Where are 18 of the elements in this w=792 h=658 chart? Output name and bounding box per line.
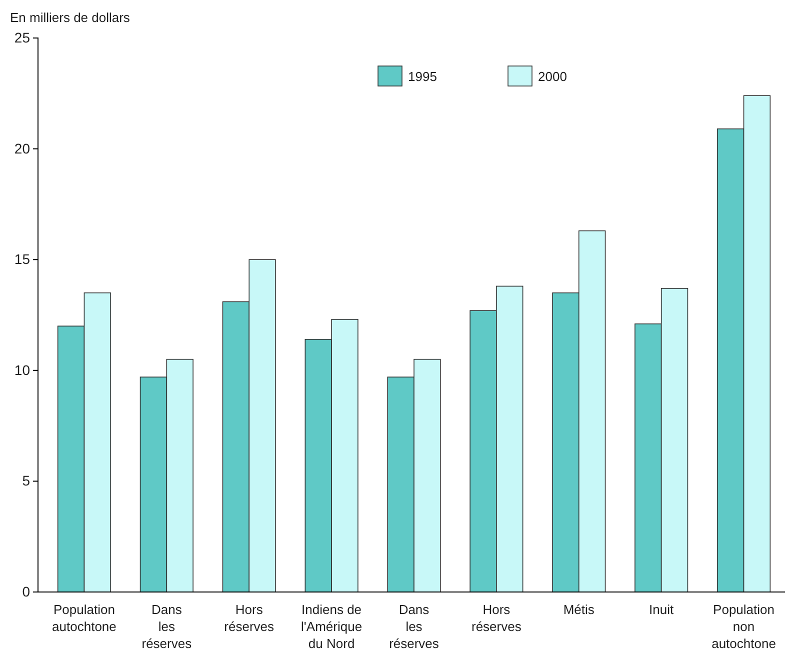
x-tick-label: Dans les réserves xyxy=(142,602,192,651)
y-tick-label: 5 xyxy=(22,472,30,489)
x-tick-label: Dans les réserves xyxy=(389,602,440,651)
y-tick-label: 15 xyxy=(14,251,30,268)
x-tick-label: Population autochtone xyxy=(52,602,116,634)
y-tick-label: 0 xyxy=(22,583,30,600)
y-tick-label: 20 xyxy=(14,140,30,156)
y-tick-label: 25 xyxy=(14,29,30,46)
x-tick-label: Inuit xyxy=(649,602,674,617)
legend-label: 1995 xyxy=(408,69,437,84)
x-tick-label: Métis xyxy=(563,602,595,617)
x-tick-label: Hors réserves xyxy=(472,602,522,634)
x-tick-label: Indiens de l'Amérique du Nord xyxy=(301,602,362,651)
x-tick-label: Population non autochtone xyxy=(712,602,776,651)
y-axis-title: En milliers de dollars xyxy=(10,10,130,25)
x-tick-label: Hors réserves xyxy=(224,602,275,634)
legend-label: 2000 xyxy=(538,69,567,84)
y-tick-label: 10 xyxy=(14,362,30,378)
